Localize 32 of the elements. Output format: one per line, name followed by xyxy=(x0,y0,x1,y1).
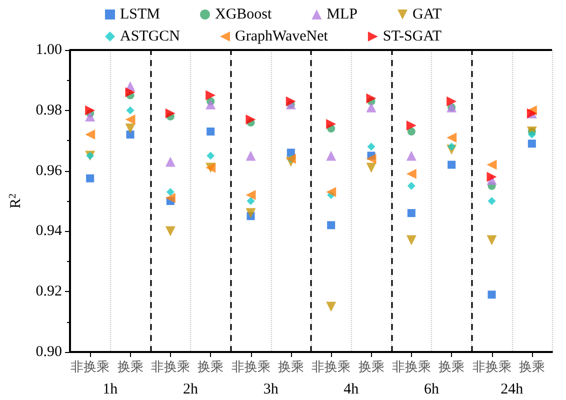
text: 1h xyxy=(102,382,118,398)
legend-label: XGBoost xyxy=(215,6,273,22)
x-tick-label: 换乘 xyxy=(117,359,144,374)
y-tick-label: 0.96 xyxy=(36,162,62,179)
legend-label: ASTGCN xyxy=(120,28,180,44)
text: 2h xyxy=(183,382,198,398)
x-tick-label: 非换乘 xyxy=(392,359,431,374)
x-tick-label: 非换乘 xyxy=(472,359,512,374)
legend-label: MLP xyxy=(326,6,358,22)
legend-label: GAT xyxy=(412,6,442,22)
x-tick-label: 非换乘 xyxy=(150,359,190,374)
x-tick-label: 换乘 xyxy=(358,359,384,374)
text: 24h xyxy=(500,382,524,398)
x-tick-label: 换乘 xyxy=(278,359,304,374)
text: 4h xyxy=(344,382,360,398)
x-tick-label: 非换乘 xyxy=(231,359,270,374)
legend-label: ST-SGAT xyxy=(382,28,442,44)
y-tick-label: 0.94 xyxy=(36,223,62,240)
legend-label: LSTM xyxy=(120,6,160,22)
y-tick-label: 0.92 xyxy=(36,284,62,300)
text: 6h xyxy=(424,382,440,398)
y-tick-label: 1.00 xyxy=(36,42,62,58)
x-tick-label: 换乘 xyxy=(518,359,545,374)
x-tick-label: 换乘 xyxy=(198,359,224,374)
legend-label: GraphWaveNet xyxy=(235,28,329,44)
x-tick-label: 非换乘 xyxy=(312,359,351,374)
y-axis-title: R2 xyxy=(8,194,24,209)
x-tick-label: 换乘 xyxy=(438,359,465,374)
y-tick-label: 0.90 xyxy=(36,344,62,360)
y-tick-label: 0.98 xyxy=(36,102,62,118)
x-tick-label: 非换乘 xyxy=(70,359,110,374)
text: 3h xyxy=(263,382,279,398)
